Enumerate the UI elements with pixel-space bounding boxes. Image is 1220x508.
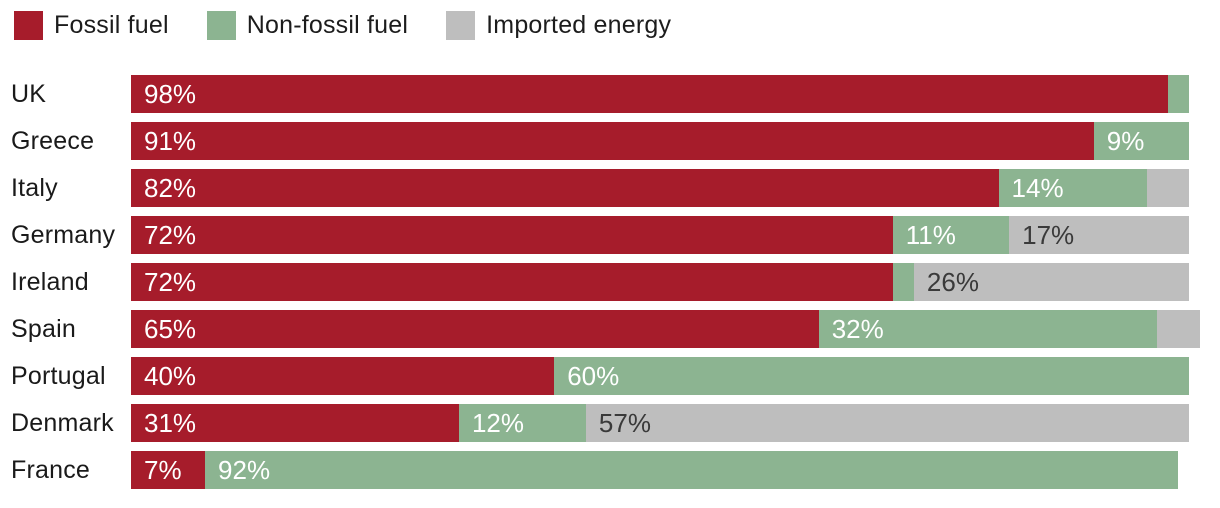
segment-value-label: 7% xyxy=(144,455,182,485)
segment-value-label: 91% xyxy=(144,126,197,156)
segment-value-label: 26% xyxy=(926,267,979,297)
segment-value-label: 72% xyxy=(144,267,197,297)
legend-label: Fossil fuel xyxy=(54,11,169,39)
legend-item-fossil: Fossil fuel xyxy=(14,11,169,40)
country-label: France xyxy=(11,455,91,484)
segment-fossil: 98% xyxy=(131,75,1168,113)
bar-track: 7% 92% xyxy=(131,451,1189,489)
country-label: Portugal xyxy=(11,361,106,390)
segment-imported: 57% xyxy=(585,404,1189,442)
bar-row-greece: Greece 91% 9% xyxy=(0,122,1220,160)
country-label: Germany xyxy=(11,220,116,249)
segment-value-label: 40% xyxy=(144,361,197,391)
segment-value-label: 57% xyxy=(598,408,651,438)
segment-value-label: 17% xyxy=(1022,220,1075,250)
segment-non_fossil: 14% xyxy=(998,169,1147,207)
bar-row-italy: Italy 82% 14% xyxy=(0,169,1220,207)
segment-non_fossil: 60% xyxy=(554,357,1189,395)
segment-non_fossil: 92% xyxy=(205,451,1179,489)
segment-imported: 17% xyxy=(1009,216,1189,254)
segment-imported xyxy=(1146,169,1189,207)
segment-fossil: 91% xyxy=(131,122,1094,160)
segment-fossil: 72% xyxy=(131,263,893,301)
country-label: Ireland xyxy=(11,267,89,296)
legend-swatch-imported xyxy=(446,11,476,40)
country-label: Spain xyxy=(11,314,76,343)
segment-value-label: 32% xyxy=(831,314,884,344)
country-label: UK xyxy=(11,79,47,108)
legend-swatch-fossil xyxy=(14,11,43,40)
segment-non_fossil: 12% xyxy=(458,404,586,442)
bar-row-germany: Germany 72% 11% 17% xyxy=(0,216,1220,254)
bar-row-ireland: Ireland 72% 26% xyxy=(0,263,1220,301)
legend-swatch-non_fossil xyxy=(206,11,236,40)
segment-non_fossil xyxy=(892,263,914,301)
bar-track: 82% 14% xyxy=(131,169,1189,207)
bar-row-france: France 7% 92% xyxy=(0,451,1220,489)
bar-track: 31% 12% 57% xyxy=(131,404,1189,442)
bar-row-denmark: Denmark 31% 12% 57% xyxy=(0,404,1220,442)
segment-value-label: 11% xyxy=(905,220,956,250)
bar-track: 98% xyxy=(131,75,1189,113)
legend-label: Non-fossil fuel xyxy=(246,11,409,39)
legend-item-non_fossil: Non-fossil fuel xyxy=(206,11,409,40)
segment-fossil: 82% xyxy=(131,169,999,207)
segment-fossil: 31% xyxy=(131,404,459,442)
bar-track: 65% 32% xyxy=(131,310,1200,348)
segment-imported xyxy=(1157,310,1200,348)
segment-non_fossil: 32% xyxy=(818,310,1158,348)
segment-fossil: 72% xyxy=(131,216,893,254)
segment-value-label: 12% xyxy=(471,408,525,438)
bar-track: 72% 26% xyxy=(131,263,1189,301)
country-label: Greece xyxy=(11,126,95,155)
bar-track: 72% 11% 17% xyxy=(131,216,1189,254)
segment-value-label: 60% xyxy=(567,361,620,391)
segment-fossil: 65% xyxy=(131,310,819,348)
bar-row-spain: Spain 65% 32% xyxy=(0,310,1220,348)
segment-value-label: 92% xyxy=(218,455,271,485)
segment-imported: 26% xyxy=(913,263,1189,301)
segment-value-label: 31% xyxy=(144,408,197,438)
bar-row-uk: UK 98% xyxy=(0,75,1220,113)
legend-item-imported: Imported energy xyxy=(446,11,671,40)
legend-label: Imported energy xyxy=(486,11,672,39)
segment-value-label: 14% xyxy=(1011,173,1064,203)
segment-value-label: 82% xyxy=(144,173,197,203)
segment-value-label: 9% xyxy=(1106,126,1145,156)
segment-value-label: 72% xyxy=(144,220,197,250)
segment-non_fossil: 11% xyxy=(892,216,1010,254)
country-label: Denmark xyxy=(11,408,114,437)
chart-rows: UK 98% Greece 91% 9% Italy 82% 14% Germany 72% 11%… xyxy=(0,75,1220,498)
segment-non_fossil: 9% xyxy=(1093,122,1189,160)
legend: Fossil fuel Non-fossil fuel Imported energ… xyxy=(14,11,671,40)
segment-fossil: 40% xyxy=(131,357,555,395)
segment-value-label: 98% xyxy=(144,79,197,109)
bar-row-portugal: Portugal 40% 60% xyxy=(0,357,1220,395)
bar-track: 91% 9% xyxy=(131,122,1189,160)
segment-non_fossil xyxy=(1167,75,1189,113)
country-label: Italy xyxy=(11,173,58,202)
segment-value-label: 65% xyxy=(144,314,197,344)
bar-track: 40% 60% xyxy=(131,357,1189,395)
segment-fossil: 7% xyxy=(131,451,206,489)
